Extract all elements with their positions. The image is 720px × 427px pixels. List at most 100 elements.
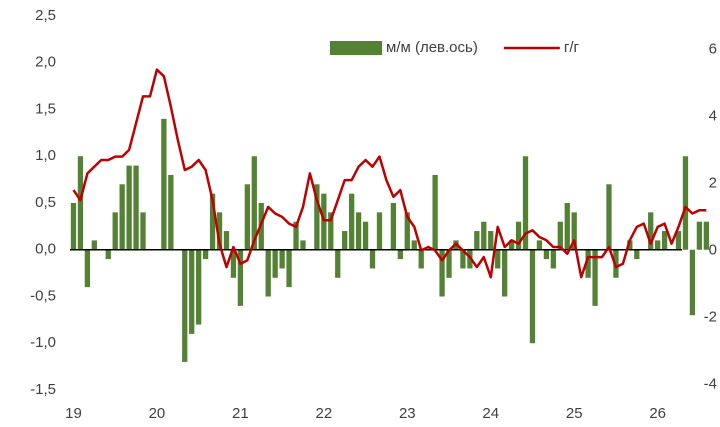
bar [474,231,480,250]
x-tick-label: 20 [149,405,166,422]
bar [536,240,543,250]
bar [140,212,146,250]
y2-tick-label: -2 [704,308,717,325]
bar [418,249,424,269]
bar [293,221,299,250]
bar [481,221,487,250]
bar [376,212,383,250]
bar [91,240,97,250]
bar [585,249,591,278]
legend-label: м/м (лев.ось) [386,39,478,56]
bar [161,118,167,250]
bar [314,184,320,250]
bar [355,212,362,250]
y-tick-label: 0,5 [35,194,56,211]
bar [550,249,556,269]
bar [703,221,709,250]
bar [404,212,410,250]
bar [508,240,515,250]
y-tick-label: 2,5 [35,7,56,24]
bar [265,249,271,297]
bar [515,221,522,250]
bar [279,249,285,269]
bar [335,249,341,278]
bar [126,165,132,250]
line [72,68,707,279]
bar [105,249,111,260]
bar [390,203,397,250]
bar [446,249,452,278]
bar [655,240,661,250]
bar [557,221,563,250]
bar [223,231,230,250]
bar [168,174,174,250]
bar [675,231,682,250]
bar [682,156,689,250]
bar [411,240,417,250]
bar [592,249,598,306]
bar [529,249,536,344]
bar [488,231,494,250]
bar [182,249,188,362]
bar [230,249,237,278]
bar [661,231,668,250]
x-tick-label: 25 [566,405,583,422]
bar [439,249,445,297]
bar [362,221,369,250]
bar [196,249,202,325]
bar [571,212,577,250]
bar [495,249,501,269]
bar [216,212,223,250]
bar [189,249,195,334]
bar [133,165,139,250]
bar [696,221,703,250]
x-tick-label: 19 [65,405,82,422]
bar [112,212,118,250]
y-tick-label: -0,5 [30,287,56,304]
bar [209,193,216,250]
y2-tick-label: 4 [709,107,717,124]
legend-swatch [330,41,382,55]
bar [300,240,306,250]
y-tick-label: 1,5 [35,100,56,117]
bar [634,249,640,260]
y2-tick-label: -4 [704,375,717,392]
y-tick-label: 2,0 [35,54,56,71]
y2-tick-label: 0 [709,241,717,258]
x-tick-label: 23 [399,405,416,422]
bar [119,184,125,250]
bar [648,212,654,250]
y-tick-label: 0,0 [35,241,56,258]
y-tick-label: -1,0 [30,334,56,351]
bar [627,240,633,250]
bar [84,249,91,288]
bar [397,249,403,260]
legend-label: г/г [564,39,580,56]
bar [369,249,376,269]
y2-tick-label: 2 [709,174,717,191]
bar [202,249,209,260]
bar [77,156,84,250]
bar [70,203,77,250]
bar [564,203,570,250]
bar [272,249,278,278]
bar [502,249,508,297]
bar [606,184,612,250]
bar [349,193,355,250]
bar [522,156,529,250]
bar [543,249,550,260]
bar [342,231,348,250]
bar [237,249,244,306]
bar [244,184,250,250]
bar [460,249,466,269]
x-tick-label: 24 [482,405,499,422]
bar [328,212,334,250]
bar [432,174,438,250]
x-tick-label: 22 [315,405,332,422]
bar [286,249,292,288]
bar [689,249,696,316]
y-tick-label: -1,5 [30,381,56,398]
bar [321,193,327,250]
y2-tick-label: 6 [709,40,717,57]
